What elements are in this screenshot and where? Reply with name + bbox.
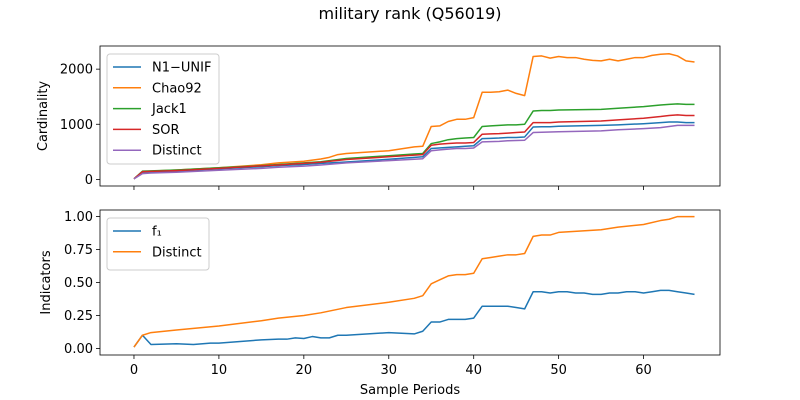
legend-label-4: Distinct bbox=[152, 144, 202, 159]
y-tick-label: 0.50 bbox=[64, 276, 93, 291]
x-tick-label: 60 bbox=[635, 363, 652, 378]
legend-label-2: Jack1 bbox=[151, 102, 187, 117]
y-tick-label: 2000 bbox=[60, 63, 93, 78]
legend-label-0: N1−UNIF bbox=[152, 61, 211, 76]
x-tick-label: 40 bbox=[465, 363, 482, 378]
series-line-4 bbox=[133, 124, 695, 180]
indicators-chart: 0 10 20 30 40 50 60 0.00 0.25 0.50 0.75 1.00 Indicat… bbox=[39, 209, 721, 398]
y-tick-label: 0.75 bbox=[64, 243, 93, 258]
legend-label-3: SOR bbox=[152, 123, 180, 138]
x-tick-label: 30 bbox=[380, 363, 397, 378]
legend: f₁ Distinct bbox=[106, 217, 210, 271]
series-line-1 bbox=[133, 52, 695, 180]
legend: N1−UNIF Chao92 Jack1 SOR Distinct bbox=[106, 53, 220, 165]
y-tick-label: 0 bbox=[85, 173, 93, 188]
legend-label-0: f₁ bbox=[152, 225, 162, 240]
x-tick-label: 50 bbox=[550, 363, 567, 378]
legend-label-1: Distinct bbox=[152, 245, 202, 260]
plot-frame bbox=[99, 209, 721, 356]
y-tick-label: 0.25 bbox=[64, 309, 93, 324]
x-tick-label: 10 bbox=[211, 363, 228, 378]
cardinality-chart: 0 1000 2000 Cardinality N1−UNIF Chao92 Jack1 SO… bbox=[36, 45, 721, 190]
series-line-1 bbox=[133, 215, 695, 348]
plot-frame bbox=[99, 45, 721, 187]
y-axis-label: Cardinality bbox=[36, 81, 51, 152]
series-line-0 bbox=[133, 289, 695, 348]
x-tick-label: 0 bbox=[130, 363, 138, 378]
y-tick-label: 1000 bbox=[60, 118, 93, 133]
legend-box bbox=[106, 53, 220, 165]
x-axis-label: Sample Periods bbox=[360, 383, 460, 398]
y-tick-label: 0.00 bbox=[64, 342, 93, 357]
series-line-3 bbox=[133, 114, 695, 180]
figure-title: military rank (Q56019) bbox=[319, 4, 502, 23]
legend-label-1: Chao92 bbox=[152, 81, 202, 96]
x-tick-label: 20 bbox=[296, 363, 313, 378]
y-tick-label: 1.00 bbox=[64, 210, 93, 225]
y-axis-label: Indicators bbox=[39, 250, 54, 314]
